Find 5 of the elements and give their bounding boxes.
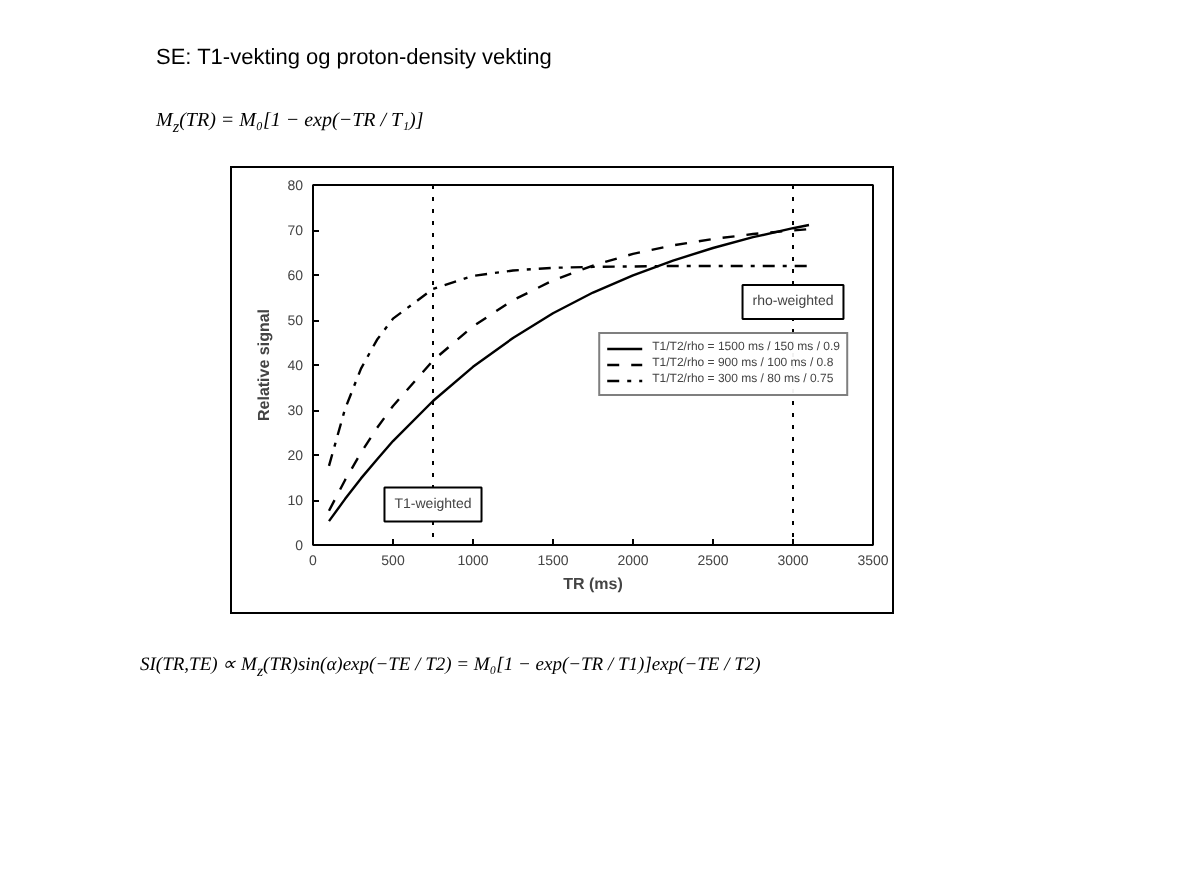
text: SI(TR,TE) ∝ M$_{z}$(TR)sin(α)exp(−TE / T2) = M₀[1 − exp(−TR / T1)]exp(−TE / T2): [140, 654, 761, 683]
y-axis-title: Relative signal: [255, 308, 274, 422]
chart-title: SE: T1-vekting og proton-density vekting: [156, 44, 552, 74]
chart-subtitle: M$_{z}$(TR) = M₀[1 − exp(−TR / T₁)]: [156, 108, 424, 140]
x-axis-title: TR (ms): [563, 575, 624, 593]
